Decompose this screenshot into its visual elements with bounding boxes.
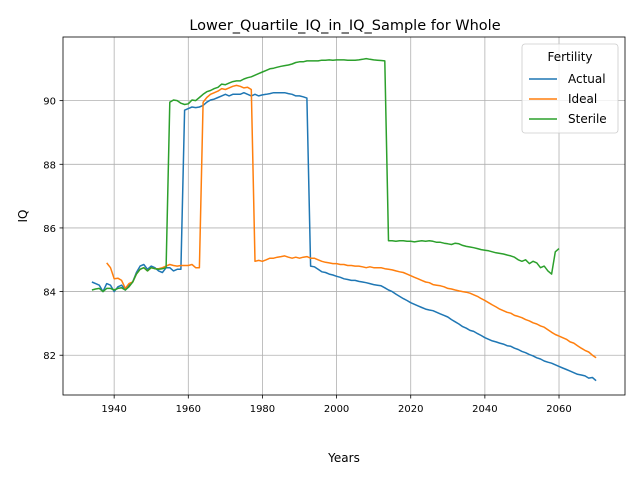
y-tick-label: 84 xyxy=(43,288,56,299)
grid-lines xyxy=(63,37,625,395)
x-axis-ticks: 1940 1960 1980 2000 2020 2040 2060 xyxy=(101,395,572,415)
series-line-actual xyxy=(91,91,597,382)
series-lines xyxy=(91,57,597,382)
plot-frame xyxy=(62,36,626,396)
x-tick-label: 2040 xyxy=(472,404,497,415)
legend-label-ideal: Ideal xyxy=(568,92,597,106)
legend-box xyxy=(521,43,619,134)
x-tick-label: 2000 xyxy=(324,404,349,415)
x-axis-label: Years xyxy=(327,451,360,465)
legend: Fertility Actual Ideal Sterile xyxy=(521,43,619,134)
series-line-sterile xyxy=(91,57,560,293)
x-tick-label: 1980 xyxy=(250,404,275,415)
chart-title: Lower_Quartile_IQ_in_IQ_Sample for Whole xyxy=(189,18,500,34)
y-tick-label: 90 xyxy=(43,97,56,108)
legend-label-sterile: Sterile xyxy=(568,112,607,126)
series-line-ideal xyxy=(106,84,597,359)
x-tick-label: 1940 xyxy=(101,404,126,415)
x-tick-label: 1960 xyxy=(176,404,201,415)
legend-label-actual: Actual xyxy=(568,72,606,86)
y-axis-label: IQ xyxy=(16,210,30,223)
y-tick-label: 86 xyxy=(43,224,56,235)
legend-title: Fertility xyxy=(547,50,592,64)
y-tick-label: 82 xyxy=(43,351,56,362)
y-axis-ticks: 82 84 86 88 90 xyxy=(43,97,63,362)
y-tick-label: 88 xyxy=(43,160,56,171)
legend-items: Actual Ideal Sterile xyxy=(529,72,607,126)
x-tick-label: 2060 xyxy=(546,404,571,415)
x-tick-label: 2020 xyxy=(398,404,423,415)
